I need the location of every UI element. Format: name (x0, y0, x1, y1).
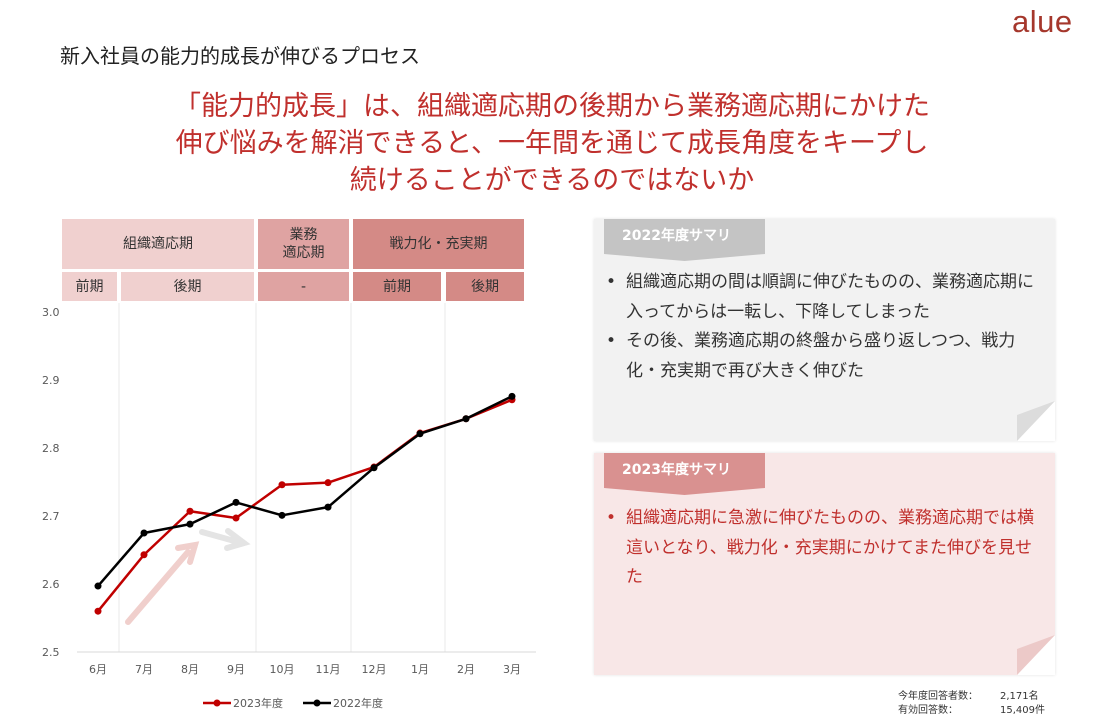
y-tick-label: 2.5 (42, 646, 60, 659)
subphase-none: - (258, 272, 349, 301)
response-counts: 今年度回答者数： 2,171名 有効回答数： 15,409件 (898, 690, 1045, 718)
trend-up-arrow-icon (125, 549, 191, 625)
subphase-late: 後期 (446, 272, 524, 301)
x-tick-label: 1月 (411, 663, 429, 676)
x-tick-label: 2月 (457, 663, 475, 676)
data-point (416, 430, 424, 438)
subphase-early: 前期 (62, 272, 117, 301)
y-tick-label: 2.7 (42, 510, 60, 523)
data-point (508, 392, 516, 400)
x-tick-label: 9月 (227, 663, 245, 676)
data-point (140, 551, 148, 559)
data-point (186, 520, 194, 528)
legend-label: 2022年度 (333, 696, 383, 710)
summary-2022-title: 2022年度サマリ (604, 219, 765, 254)
bullet: 組織適応期の間は順調に伸びたものの、業務適応期に入ってからは一転し、下降してしま… (606, 268, 1046, 327)
x-tick-label: 10月 (270, 663, 295, 676)
x-tick-label: 3月 (503, 663, 521, 676)
y-tick-label: 2.9 (42, 374, 60, 387)
data-point (94, 582, 102, 590)
trend-flat-arrow-icon (199, 529, 241, 545)
subphase-late: 後期 (121, 272, 254, 301)
series-line-2023年度 (97, 398, 513, 612)
data-point (186, 507, 194, 515)
slide-subtitle: 新入社員の能力的成長が伸びるプロセス (60, 44, 420, 68)
respondents-value: 2,171名 (1000, 691, 1039, 702)
respondents-label: 今年度回答者数： (898, 691, 978, 702)
y-tick-label: 2.6 (42, 578, 60, 591)
line-chart: 2.5 2.6 2.7 2.8 2.9 3.0 6月 7月 8月 9月 10月 11月 12月 1月 2月 3… (42, 303, 536, 710)
data-point (278, 481, 286, 489)
legend-marker (213, 699, 221, 707)
y-tick-label: 3.0 (42, 306, 60, 319)
phase-contribution: 戦力化・充実期 (353, 219, 524, 269)
data-point (232, 498, 240, 506)
phase-business: 業務 適応期 (258, 219, 349, 269)
headline: 「能力的成長」は、組織適応期の後期から業務適応期にかけた 伸び悩みを解消できると… (40, 88, 1064, 199)
x-tick-label: 12月 (362, 663, 387, 676)
legend-marker (313, 699, 321, 707)
x-tick-label: 7月 (135, 663, 153, 676)
valid-responses-label: 有効回答数： (898, 705, 958, 716)
trend-flat-arrowhead-icon (224, 528, 251, 551)
summary-2022-bullets: 組織適応期の間は順調に伸びたものの、業務適応期に入ってからは一転し、下降してしま… (604, 268, 1046, 386)
logo: alue (1012, 4, 1073, 39)
summary-2023-tag: 2023年度サマリ (604, 453, 765, 495)
phase-organizational: 組織適応期 (62, 219, 254, 269)
data-point (140, 529, 148, 537)
x-tick-label: 6月 (89, 663, 107, 676)
tag-pointer (604, 488, 765, 495)
series-line-2022年度 (97, 395, 513, 587)
data-point (278, 511, 286, 519)
summary-2022-box: 2022年度サマリ 組織適応期の間は順調に伸びたものの、業務適応期に入ってからは… (594, 219, 1055, 441)
valid-responses-value: 15,409件 (1000, 705, 1045, 716)
summary-2023-bullets: 組織適応期に急激に伸びたものの、業務適応期では横這いとなり、戦力化・充実期にかけ… (604, 504, 1046, 593)
data-point (94, 607, 102, 615)
x-tick-label: 8月 (181, 663, 199, 676)
summary-2023-box: 2023年度サマリ 組織適応期に急激に伸びたものの、業務適応期では横這いとなり、… (594, 453, 1055, 675)
summary-2023-title: 2023年度サマリ (604, 453, 765, 488)
headline-line: 続けることができるのではないか (349, 165, 755, 196)
tag-pointer (604, 254, 765, 261)
data-point (232, 514, 240, 522)
data-point (462, 415, 470, 423)
trend-up-arrowhead-icon (175, 541, 200, 565)
bullet: その後、業務適応期の終盤から盛り返しつつ、戦力化・充実期で再び大きく伸びた (606, 327, 1046, 386)
summary-2022-tag: 2022年度サマリ (604, 219, 765, 261)
data-point (324, 503, 332, 511)
headline-line: 伸び悩みを解消できると、一年間を通じて成長角度をキープし (175, 128, 929, 159)
y-tick-label: 2.8 (42, 442, 60, 455)
x-tick-label: 11月 (316, 663, 341, 676)
headline-line: 「能力的成長」は、組織適応期の後期から業務適応期にかけた (174, 91, 930, 122)
legend-label: 2023年度 (233, 696, 283, 710)
bullet: 組織適応期に急激に伸びたものの、業務適応期では横這いとなり、戦力化・充実期にかけ… (606, 504, 1046, 593)
data-point (370, 464, 378, 472)
subphase-early: 前期 (353, 272, 441, 301)
data-point (324, 479, 332, 487)
